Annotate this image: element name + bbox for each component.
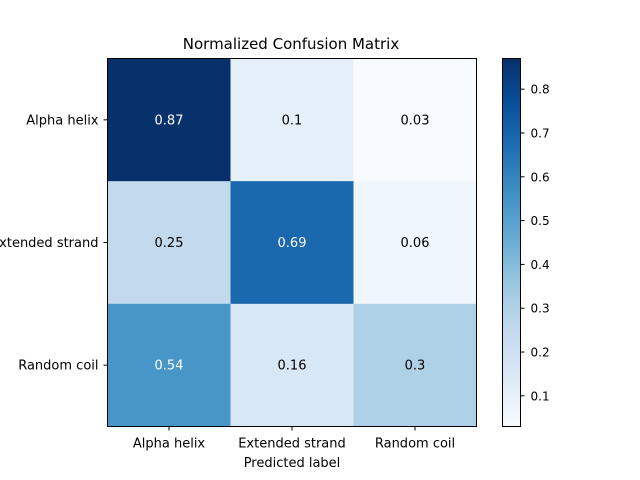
- x-tick-label: Extended strand: [238, 437, 346, 452]
- heatmap-cell: [353, 58, 477, 182]
- cell-value-label: 0.87: [155, 113, 184, 128]
- x-tick-label: Random coil: [375, 437, 455, 452]
- x-tick-label: Alpha helix: [133, 437, 206, 452]
- y-tick-label: Random coil: [18, 359, 98, 374]
- colorbar-tick-label: 0.4: [531, 258, 550, 272]
- x-axis-label: Predicted label: [244, 456, 341, 471]
- cell-value-label: 0.3: [405, 359, 426, 374]
- heatmap-cells: 0.87 0.1 0.03 0.25 0.69 0.06 0.54 0.16 0.3: [107, 58, 477, 427]
- cell-value-label: 0.25: [155, 236, 184, 251]
- colorbar-tick-label: 0.5: [531, 214, 550, 228]
- heatmap-cell: [107, 58, 231, 182]
- colorbar-tick-label: 0.3: [531, 302, 550, 316]
- heatmap-cell: [107, 303, 231, 427]
- y-tick-label: Extended strand: [0, 236, 99, 251]
- heatmap-cell: [353, 181, 477, 305]
- cell-value-label: 0.03: [401, 113, 430, 128]
- colorbar-tick-label: 0.1: [531, 389, 550, 403]
- heatmap-cell: [353, 303, 477, 427]
- cell-value-label: 0.16: [278, 359, 307, 374]
- colorbar-tick-label: 0.2: [531, 346, 550, 360]
- cell-value-label: 0.69: [278, 236, 307, 251]
- y-axis-ticks: Alpha helix Extended strand Random coil: [0, 113, 108, 374]
- cell-value-label: 0.1: [282, 113, 303, 128]
- cell-value-label: 0.06: [401, 236, 430, 251]
- chart-title: Normalized Confusion Matrix: [183, 35, 400, 53]
- colorbar-tick-label: 0.7: [531, 126, 550, 140]
- colorbar-tick-label: 0.8: [531, 83, 550, 97]
- heatmap-cell: [230, 58, 354, 182]
- heatmap-cell: [230, 181, 354, 305]
- colorbar-ticks: 0.1 0.2 0.3 0.4 0.5 0.6 0.7 0.8: [520, 83, 550, 403]
- heatmap-cell: [107, 181, 231, 305]
- colorbar-tick-label: 0.6: [531, 170, 550, 184]
- colorbar: [502, 58, 521, 427]
- x-axis-ticks: Alpha helix Extended strand Random coil: [133, 426, 455, 452]
- heatmap-cell: [230, 303, 354, 427]
- y-tick-label: Alpha helix: [26, 113, 99, 128]
- cell-value-label: 0.54: [155, 359, 184, 374]
